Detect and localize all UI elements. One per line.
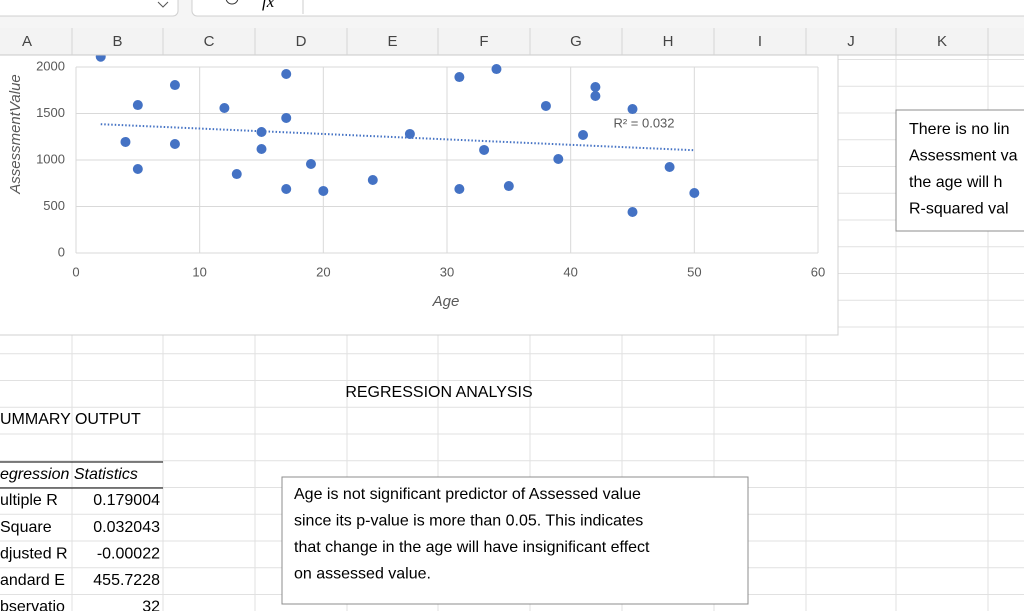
data-point [454, 184, 465, 195]
dropdown-icon[interactable] [157, 1, 169, 8]
data-point [281, 68, 292, 79]
trendline [100, 123, 695, 152]
column-header: H [663, 33, 674, 50]
trendline-label: R² = 0.032 [613, 115, 674, 130]
column-header: D [296, 33, 307, 50]
column-header: J [847, 33, 855, 50]
data-point [367, 174, 378, 185]
data-point [318, 185, 329, 196]
stat-value: 32 [142, 599, 160, 611]
column-header: A [22, 33, 32, 50]
data-point [169, 139, 180, 150]
data-point [479, 144, 490, 155]
column-header: K [937, 33, 947, 50]
note-line: Age is not significant predictor of Asse… [294, 486, 641, 503]
chart-area [0, 39, 839, 336]
stat-label: andard E [0, 572, 65, 589]
data-point [491, 64, 502, 75]
y-tick-label: 1000 [36, 151, 65, 166]
stat-value: 0.179004 [93, 492, 160, 509]
sheet-title: REGRESSION ANALYSIS [345, 384, 532, 401]
data-point [305, 158, 316, 169]
y-tick-label: 1500 [36, 105, 65, 120]
stat-label: bservatio [0, 599, 65, 611]
x-tick-label: 0 [72, 264, 79, 279]
data-point [169, 80, 180, 91]
x-tick-label: 20 [316, 264, 330, 279]
data-point [590, 81, 601, 92]
x-tick-label: 60 [811, 264, 825, 279]
stat-label: Square [0, 519, 52, 536]
data-point [627, 206, 638, 217]
y-tick-label: 500 [43, 198, 65, 213]
data-point [281, 184, 292, 195]
search-icon [225, 0, 239, 5]
x-axis-title: Age [432, 293, 460, 310]
data-point [540, 100, 551, 111]
data-point [590, 91, 601, 102]
column-header: C [204, 33, 215, 50]
stat-value: -0.00022 [97, 545, 160, 562]
y-tick-label: 2000 [36, 58, 65, 73]
column-header: G [570, 33, 582, 50]
note-line: that change in the age will have insigni… [294, 539, 650, 556]
x-tick-label: 50 [687, 264, 701, 279]
column-header-row [0, 28, 1024, 55]
fx-label: fx [262, 0, 275, 11]
data-point [664, 161, 675, 172]
y-axis-title: AssessmentValue [7, 74, 24, 195]
data-point [231, 169, 242, 180]
data-point [503, 181, 514, 192]
name-box[interactable] [0, 0, 179, 17]
column-header: I [758, 33, 762, 50]
stats-heading: egression Statistics [0, 466, 138, 483]
data-point [404, 128, 415, 139]
data-point [132, 100, 143, 111]
data-point [219, 103, 230, 114]
column-header: B [112, 33, 122, 50]
note-line: R-squared val [909, 201, 1009, 218]
note-line: since its p-value is more than 0.05. Thi… [294, 513, 643, 530]
formula-box[interactable] [191, 0, 1024, 17]
data-point [454, 72, 465, 83]
stat-value: 455.7228 [93, 572, 160, 589]
x-tick-label: 30 [440, 264, 454, 279]
stat-label: djusted R [0, 545, 68, 562]
data-point [553, 153, 564, 164]
data-point [120, 136, 131, 147]
note-line: There is no lin [909, 121, 1010, 138]
summary-heading: UMMARY OUTPUT [0, 411, 141, 428]
data-point [689, 188, 700, 199]
x-tick-label: 10 [192, 264, 206, 279]
data-point [578, 129, 589, 140]
data-point [256, 144, 267, 155]
data-point [627, 104, 638, 115]
column-header: F [479, 33, 488, 50]
data-point [256, 127, 267, 138]
stat-value: 0.032043 [93, 519, 160, 536]
y-tick-label: 0 [58, 244, 65, 259]
stat-label: ultiple R [0, 492, 58, 509]
text-box [281, 476, 749, 605]
note-line: Assessment va [909, 148, 1018, 165]
text-box [895, 109, 1024, 232]
column-header: E [387, 33, 397, 50]
note-line: on assessed value. [294, 566, 431, 583]
data-point [132, 164, 143, 175]
x-tick-label: 40 [563, 264, 577, 279]
note-line: the age will h [909, 174, 1002, 191]
data-point [281, 112, 292, 123]
